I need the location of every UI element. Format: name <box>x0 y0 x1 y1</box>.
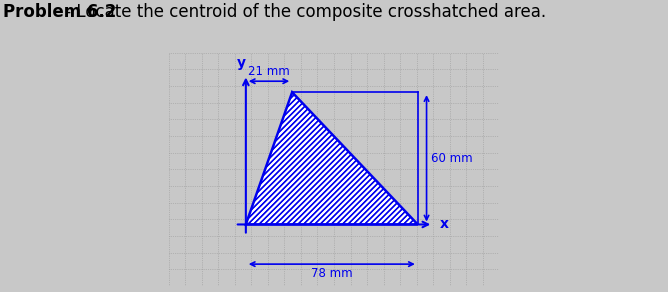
Polygon shape <box>246 92 418 225</box>
Text: x: x <box>440 218 449 232</box>
Text: 78 mm: 78 mm <box>311 267 353 280</box>
Text: 60 mm: 60 mm <box>431 152 472 165</box>
Text: - Locate the centroid of the composite crosshatched area.: - Locate the centroid of the composite c… <box>60 3 546 21</box>
Text: y: y <box>237 56 246 70</box>
Text: 21 mm: 21 mm <box>248 65 290 78</box>
Text: Problem 6.2: Problem 6.2 <box>3 3 117 21</box>
